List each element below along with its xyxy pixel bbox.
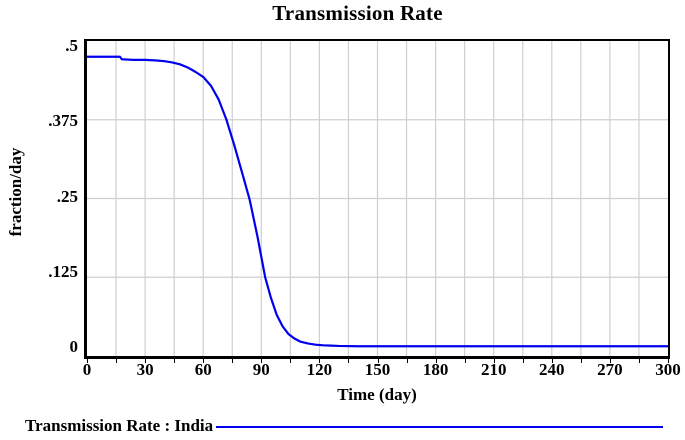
x-tick-mark <box>493 359 495 363</box>
legend-row: Transmission Rate : India <box>25 415 663 437</box>
x-tick-mark <box>609 359 611 363</box>
x-tick-mark <box>87 359 88 363</box>
x-tick-mark <box>464 359 466 363</box>
chart-title: Transmission Rate <box>272 1 443 25</box>
x-tick-mark <box>668 359 669 363</box>
x-tick-mark <box>290 359 292 363</box>
x-tick-label: 90 <box>252 360 270 379</box>
x-tick-mark <box>638 359 640 363</box>
x-tick-label: 150 <box>364 360 391 379</box>
y-tick-label: .125 <box>48 261 78 281</box>
x-tick-mark <box>435 359 437 363</box>
plot-area <box>84 39 670 359</box>
y-tick-label: .375 <box>48 111 78 131</box>
y-tick-label: .25 <box>56 186 78 206</box>
y-tick-label: 0 <box>69 337 79 357</box>
x-tick-mark <box>145 359 147 363</box>
x-tick-label: 180 <box>422 360 449 379</box>
x-tick-label: 120 <box>306 360 333 379</box>
legend-series-line <box>216 426 663 428</box>
x-tick-mark <box>261 359 263 363</box>
legend-series-label: Transmission Rate : India <box>25 416 214 435</box>
x-tick-mark <box>116 359 118 363</box>
x-tick-mark <box>174 359 176 363</box>
x-tick-label: 270 <box>597 360 623 379</box>
x-tick-mark <box>348 359 350 363</box>
x-tick-label: 210 <box>480 360 507 379</box>
x-tick-mark <box>319 359 321 363</box>
x-axis-title: Time (day) <box>337 385 417 404</box>
x-tick-label: 300 <box>655 360 681 379</box>
y-tick-label: .5 <box>65 36 78 55</box>
x-tick-mark <box>551 359 553 363</box>
series-line <box>87 55 668 348</box>
x-tick-label: 30 <box>136 360 154 379</box>
transmission-rate-curve-canvas <box>87 41 668 356</box>
x-tick-mark <box>232 359 234 363</box>
x-tick-label: 60 <box>194 360 212 379</box>
x-tick-mark <box>580 359 582 363</box>
x-tick-label: 240 <box>539 360 565 379</box>
x-tick-mark <box>203 359 205 363</box>
x-tick-mark <box>377 359 379 363</box>
x-tick-label: 0 <box>82 360 92 379</box>
x-tick-mark <box>406 359 408 363</box>
x-tick-mark <box>522 359 524 363</box>
